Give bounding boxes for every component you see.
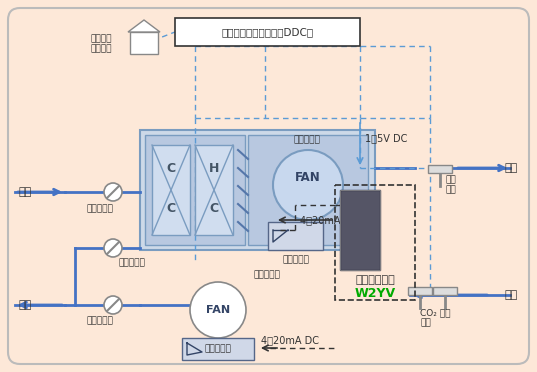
Text: H: H [209, 161, 219, 174]
Text: インバータ: インバータ [282, 255, 309, 264]
Bar [152, 145, 190, 235]
Bar [248, 135, 368, 245]
Text: 給気ファン: 給気ファン [293, 135, 320, 144]
Text: 還気: 還気 [505, 290, 518, 300]
Text: 外気: 外気 [18, 187, 31, 197]
Text: 排気ダンパ: 排気ダンパ [86, 316, 113, 325]
Bar [433, 287, 457, 295]
Bar [145, 135, 245, 245]
Text: C: C [166, 161, 176, 174]
Text: アイソレータ: アイソレータ [355, 275, 395, 285]
Text: 外気温度
外気湿度: 外気温度 外気湿度 [90, 34, 112, 54]
Text: 給気: 給気 [505, 163, 518, 173]
Polygon shape [128, 20, 160, 32]
Bar [408, 287, 432, 295]
Text: C: C [166, 202, 176, 215]
FancyBboxPatch shape [8, 8, 529, 364]
Bar [428, 165, 452, 173]
Circle shape [190, 282, 246, 338]
Circle shape [273, 150, 343, 220]
Text: 排気: 排気 [18, 300, 31, 310]
Bar [195, 145, 233, 235]
Bar [130, 32, 158, 54]
Bar [340, 190, 380, 270]
Bar [175, 18, 360, 46]
Text: インバータ: インバータ [205, 344, 231, 353]
Circle shape [104, 296, 122, 314]
Text: W2YV: W2YV [354, 287, 396, 300]
Text: 1～5V DC: 1～5V DC [365, 133, 408, 143]
Bar [340, 190, 380, 270]
Text: 排気ファン: 排気ファン [253, 270, 280, 279]
Bar [140, 130, 375, 250]
Circle shape [104, 239, 122, 257]
Circle shape [104, 183, 122, 201]
Text: FAN: FAN [206, 305, 230, 315]
Text: 空調用コントローラ（DDC）: 空調用コントローラ（DDC） [221, 27, 314, 37]
Text: FAN: FAN [295, 170, 321, 183]
Text: C: C [209, 202, 219, 215]
Bar [335, 185, 415, 300]
Text: 還気ダンパ: 還気ダンパ [118, 258, 145, 267]
Text: 外気ダンパ: 外気ダンパ [86, 204, 113, 213]
Text: CO₂ 還気
温度: CO₂ 還気 温度 [420, 308, 451, 327]
Text: 4～20mA DC: 4～20mA DC [261, 335, 319, 345]
Text: 給気
温度: 給気 温度 [445, 175, 456, 195]
Bar [268, 222, 323, 250]
Text: 4～20mA DC: 4～20mA DC [300, 215, 358, 225]
Bar [182, 338, 254, 360]
